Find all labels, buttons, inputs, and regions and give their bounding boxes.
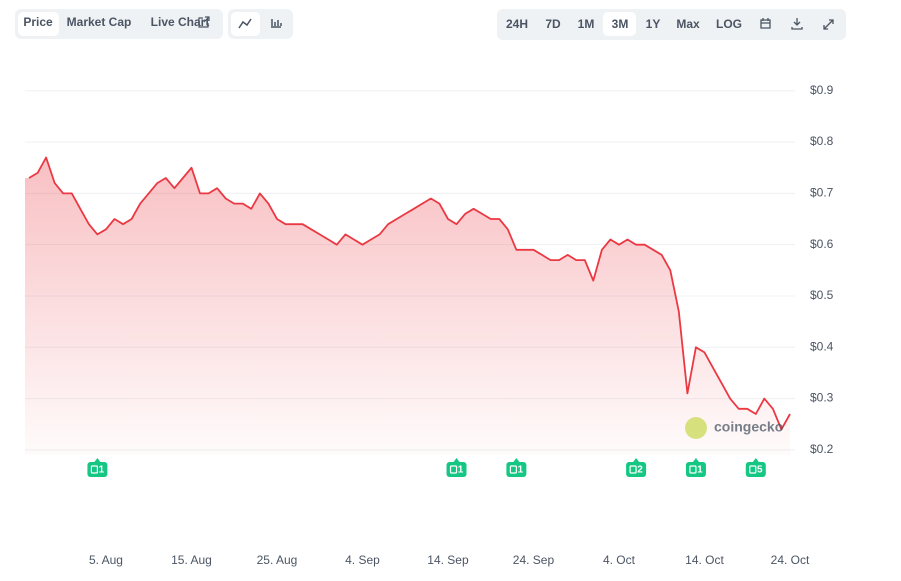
x-tick-label: 5. Aug: [89, 553, 123, 567]
view-tab[interactable]: Live Chart: [151, 15, 210, 29]
y-tick-label: $0.8: [810, 134, 834, 148]
active-tab: [18, 12, 59, 36]
y-tick-label: $0.9: [810, 83, 834, 97]
range-button[interactable]: 3M: [612, 17, 629, 31]
event-count: 1: [99, 465, 105, 476]
watermark: coingecko: [714, 419, 783, 435]
axes: $0.2$0.3$0.4$0.5$0.6$0.7$0.8$0.95. Aug 15…: [89, 83, 834, 567]
range-button[interactable]: Max: [676, 17, 700, 31]
view-tab[interactable]: Market Cap: [67, 15, 132, 29]
range-button[interactable]: 7D: [545, 17, 561, 31]
fullscreen-icon[interactable]: [823, 19, 834, 30]
x-tick-label: 4. Oct: [603, 553, 636, 567]
event-count: 2: [637, 465, 643, 476]
range-button[interactable]: 1Y: [646, 17, 661, 31]
external-icon: [198, 16, 210, 28]
event-icon: [90, 465, 99, 474]
range-button[interactable]: 1M: [578, 17, 595, 31]
event-pointer[interactable]: [513, 458, 520, 462]
y-tick-label: $0.7: [810, 186, 834, 200]
view-tab[interactable]: Price: [23, 15, 53, 29]
x-tick-label: 15. Aug: [171, 553, 212, 567]
watermark-logo: [685, 417, 707, 439]
x-tick-label: 25. Aug: [257, 553, 298, 567]
event-icon: [449, 465, 458, 474]
event-pointer[interactable]: [752, 458, 759, 462]
download-icon[interactable]: [791, 18, 803, 30]
event-icon: [509, 465, 517, 474]
toolbar: Price Market Cap Live Chart 24H 7D 1M 3M 1Y Max L…: [15, 9, 846, 40]
x-tick-label: 14. Sep: [427, 553, 469, 567]
event-pointer[interactable]: [633, 458, 640, 462]
y-tick-label: $0.2: [810, 442, 834, 456]
y-tick-label: $0.3: [810, 391, 834, 405]
line-icon[interactable]: [238, 18, 252, 29]
event-icon: [749, 465, 757, 474]
x-tick-label: 4. Sep: [345, 553, 380, 567]
plot: [25, 156, 791, 455]
range-group: [497, 9, 846, 40]
event-icon: [629, 465, 637, 474]
range-button[interactable]: LOG: [716, 17, 742, 31]
x-tick-label: 24. Oct: [771, 553, 810, 567]
event-pointer[interactable]: [453, 458, 460, 462]
event-pointer[interactable]: [692, 458, 699, 462]
candle-icon[interactable]: [271, 19, 282, 28]
event-pointer[interactable]: [94, 458, 101, 462]
price-line: [28, 156, 791, 431]
y-tick-label: $0.5: [810, 288, 834, 302]
x-tick-label: 14. Oct: [685, 553, 724, 567]
area: [25, 157, 790, 455]
y-tick-label: $0.6: [810, 237, 834, 251]
range-button[interactable]: 24H: [506, 17, 528, 31]
y-tick-label: $0.4: [810, 339, 834, 353]
event-count: 1: [458, 465, 464, 476]
event-icon: [689, 465, 697, 474]
event-count: 1: [697, 465, 703, 476]
calendar-icon[interactable]: [760, 18, 771, 29]
event-count: 5: [757, 465, 763, 476]
tab-group: [15, 9, 223, 39]
x-tick-label: 24. Sep: [513, 553, 555, 567]
events: 1 1 1 2 1 5: [87, 458, 766, 477]
event-count: 1: [518, 465, 524, 476]
active-range: [603, 12, 636, 36]
